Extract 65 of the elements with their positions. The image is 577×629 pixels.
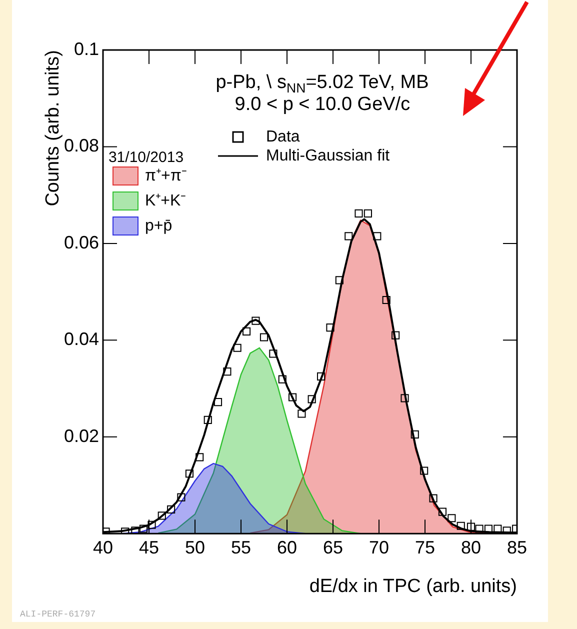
- x-tick-label: 55: [230, 537, 252, 558]
- x-tick-label: 85: [506, 537, 528, 558]
- point: [364, 209, 372, 218]
- point: [288, 393, 297, 402]
- x-tick-label: 60: [276, 537, 298, 558]
- x-tick-label: 80: [460, 537, 482, 558]
- point: [484, 524, 493, 533]
- legend-label: π⁺+π⁻: [145, 167, 186, 184]
- point: [456, 522, 465, 530]
- text: 9.0 < p < 10.0 GeV/c: [234, 94, 410, 116]
- point: [448, 514, 456, 522]
- text: ALI-PERF-61797: [20, 609, 96, 620]
- y-tick-label: 0.08: [64, 136, 99, 156]
- point: [317, 372, 326, 380]
- x-tick-label: 75: [414, 537, 436, 558]
- point: [344, 232, 353, 240]
- annotation: 31/10/2013: [108, 149, 184, 166]
- point: [382, 296, 390, 304]
- y-tick-label: 0.1: [74, 38, 99, 59]
- point: [354, 209, 363, 218]
- point: [335, 276, 344, 284]
- point: [139, 524, 148, 533]
- point: [148, 520, 156, 529]
- point: [429, 494, 438, 502]
- point: [373, 232, 382, 240]
- x-tick-label: 70: [368, 537, 390, 558]
- legend-label: p+p̄: [145, 217, 172, 234]
- point: [308, 395, 316, 404]
- point: [185, 470, 194, 478]
- point: [410, 430, 419, 438]
- point: [269, 350, 278, 358]
- point: [223, 368, 232, 376]
- point: [214, 398, 222, 406]
- point: [252, 316, 260, 325]
- point: [242, 327, 251, 336]
- point: [298, 410, 306, 418]
- y-axis-title: Counts (arb. units): [42, 50, 64, 206]
- legend-label: K⁺+K⁻: [145, 192, 186, 210]
- point: [167, 505, 176, 514]
- point: [260, 333, 268, 342]
- point: [420, 466, 428, 475]
- y-tick-label: 0.06: [64, 232, 99, 252]
- point: [233, 344, 242, 352]
- x-tick-label: 65: [322, 537, 344, 558]
- point: [392, 331, 400, 340]
- legend-label: Data: [266, 128, 300, 146]
- point: [121, 528, 130, 534]
- point: [131, 526, 140, 534]
- point: [177, 493, 186, 502]
- y-tick-label: 0.02: [64, 426, 99, 446]
- x-tick-label: 45: [138, 537, 160, 558]
- point: [466, 522, 476, 531]
- point: [196, 453, 204, 462]
- y-tick-label: 0.04: [64, 329, 99, 350]
- point: [326, 324, 334, 332]
- point: [438, 508, 447, 516]
- point: [158, 512, 166, 520]
- point: [204, 416, 212, 424]
- point: [278, 375, 286, 384]
- x-tick-label: 50: [184, 537, 206, 558]
- point: [475, 524, 484, 533]
- x-axis-title: dE/dx in TPC (arb. units): [309, 576, 517, 597]
- x-tick-label: 40: [92, 537, 114, 558]
- legend-label: Multi-Gaussian fit: [266, 147, 390, 164]
- point: [400, 394, 409, 402]
